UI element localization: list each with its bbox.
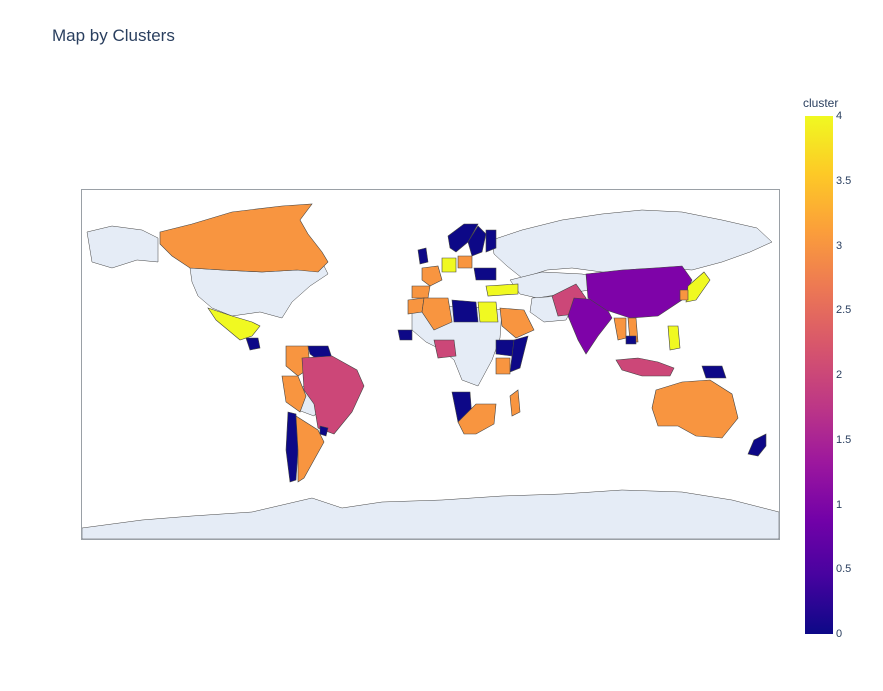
region-madagascar[interactable]: Madagascar: 3 xyxy=(509,389,521,417)
region-kenya[interactable]: Kenya: 3 xyxy=(495,357,511,375)
region-south-korea[interactable]: South Korea: 3 xyxy=(679,289,689,301)
region-poland[interactable]: Poland: 3 xyxy=(457,255,473,269)
land-russia xyxy=(491,209,773,279)
colorbar-tick: 1.5 xyxy=(836,433,852,446)
colorbar-tick: 3 xyxy=(836,239,843,252)
region-turkey[interactable]: Turkey: 4 xyxy=(485,283,519,297)
region-germany[interactable]: Germany: 4 xyxy=(441,257,457,273)
world-map[interactable]: Canada: 3Mexico: 4Guatemala: 0Venezuela:… xyxy=(82,190,779,539)
region-mexico[interactable]: Mexico: 4 xyxy=(207,307,261,341)
country-regions: Canada: 3Mexico: 4Guatemala: 0Venezuela:… xyxy=(159,203,767,483)
region-ethiopia[interactable]: Ethiopia: 0 xyxy=(495,339,515,357)
region-canada[interactable]: Canada: 3 xyxy=(159,203,329,273)
map-frame[interactable]: Canada: 3Mexico: 4Guatemala: 0Venezuela:… xyxy=(81,189,780,540)
region-algeria[interactable]: Algeria: 3 xyxy=(421,297,453,331)
colorbar xyxy=(805,116,833,634)
region-united-kingdom[interactable]: United Kingdom: 0 xyxy=(417,247,429,265)
region-new-zealand[interactable]: New Zealand: 0 xyxy=(747,433,767,457)
colorbar-tick: 1 xyxy=(836,498,843,511)
region-spain[interactable]: Spain: 3 xyxy=(411,285,431,299)
region-brazil[interactable]: Brazil: 2 xyxy=(301,355,365,435)
region-morocco[interactable]: Morocco: 3 xyxy=(407,297,425,315)
region-argentina[interactable]: Argentina: 3 xyxy=(295,415,325,483)
region-papua-new-guinea[interactable]: Papua New Guinea: 0 xyxy=(701,365,727,379)
region-france[interactable]: France: 3 xyxy=(421,265,443,287)
region-egypt[interactable]: Egypt: 4 xyxy=(477,301,499,323)
region-indonesia[interactable]: Indonesia: 2 xyxy=(615,357,675,377)
colorbar-tick: 2.5 xyxy=(836,304,852,317)
region-philippines[interactable]: Philippines: 4 xyxy=(667,325,681,351)
colorbar-tick: 3.5 xyxy=(836,174,852,187)
region-cambodia[interactable]: Cambodia: 0 xyxy=(625,335,637,345)
region-senegal[interactable]: Senegal: 0 xyxy=(397,329,413,341)
region-peru[interactable]: Peru: 3 xyxy=(281,375,307,413)
region-libya[interactable]: Libya: 0 xyxy=(451,299,479,323)
region-chile[interactable]: Chile: 0 xyxy=(285,411,299,483)
region-ukraine[interactable]: Ukraine: 0 xyxy=(473,267,497,281)
chart-title: Map by Clusters xyxy=(52,26,175,45)
region-uruguay[interactable]: Uruguay: 0 xyxy=(319,425,329,437)
colorbar-title: cluster xyxy=(803,96,839,110)
region-somalia[interactable]: Somalia: 0 xyxy=(509,335,529,373)
land-alaska xyxy=(86,225,159,269)
region-australia[interactable]: Australia: 3 xyxy=(651,379,739,439)
region-sweden[interactable]: Sweden: 0 xyxy=(467,225,487,257)
colorbar-tick: 0 xyxy=(836,628,843,640)
colorbar-tick: 4 xyxy=(836,110,843,122)
colorbar-tick: 0.5 xyxy=(836,563,852,576)
region-thailand[interactable]: Thailand: 3 xyxy=(613,317,627,341)
colorbar-tick: 2 xyxy=(836,369,843,381)
region-finland[interactable]: Finland: 0 xyxy=(485,229,497,253)
land-antarctica xyxy=(82,489,779,539)
region-saudi-arabia[interactable]: Saudi Arabia: 3 xyxy=(499,307,535,339)
region-south-africa[interactable]: South Africa: 3 xyxy=(457,403,497,435)
region-guatemala[interactable]: Guatemala: 0 xyxy=(245,337,261,351)
region-nigeria[interactable]: Nigeria: 2 xyxy=(433,339,457,359)
